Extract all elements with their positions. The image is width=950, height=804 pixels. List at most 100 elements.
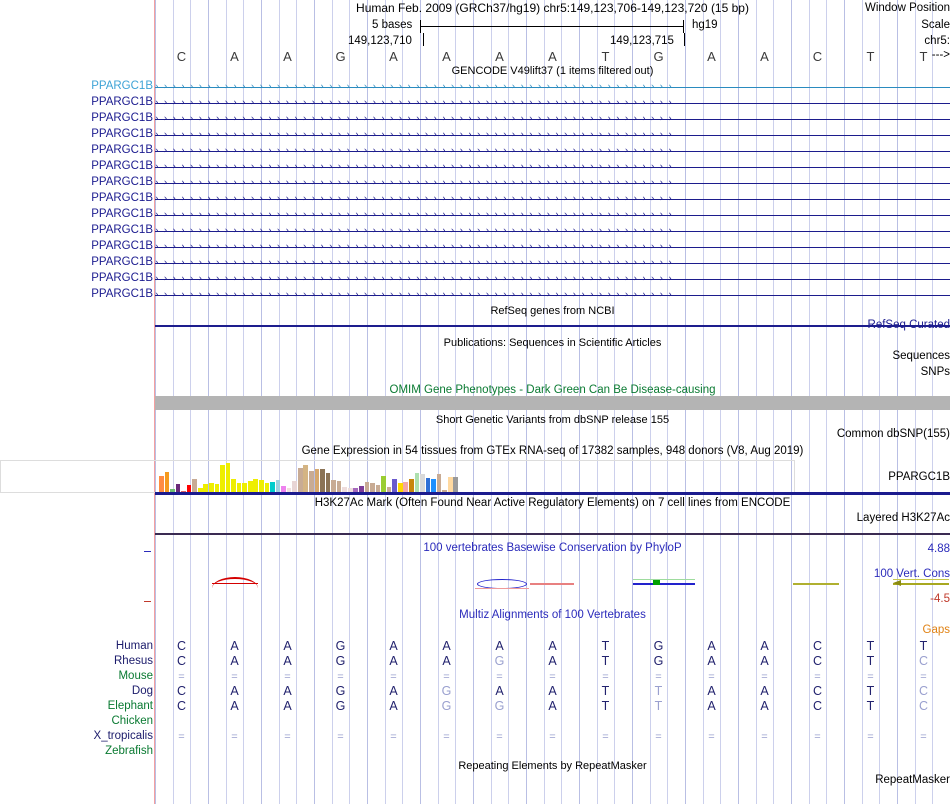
gtex-tissue-bar[interactable]: [175, 483, 181, 492]
species-label[interactable]: Elephant: [107, 700, 153, 712]
gtex-tissue-bar[interactable]: [236, 482, 242, 492]
gtex-tissue-bar[interactable]: [436, 474, 442, 492]
alignment-base: A: [230, 654, 239, 668]
species-label[interactable]: Mouse: [118, 670, 153, 682]
gencode-transcript-row[interactable]: ››››››››››››››››››››››››››››››››››››››››…: [155, 82, 950, 92]
gtex-tissue-bar[interactable]: [242, 482, 247, 492]
alignment-base: T: [601, 639, 610, 653]
gencode-transcript-row[interactable]: ››››››››››››››››››››››››››››››››››››››››…: [155, 146, 950, 156]
gencode-gene-label[interactable]: PPARGC1B: [91, 192, 153, 204]
gtex-tissue-bar[interactable]: [420, 474, 425, 492]
gtex-tissue-bar[interactable]: [297, 468, 303, 492]
gtex-tissue-bar[interactable]: [314, 469, 320, 492]
gtex-tissue-bar[interactable]: [370, 482, 375, 492]
alignment-base: A: [230, 639, 239, 653]
gencode-transcript-row[interactable]: ››››››››››››››››››››››››››››››››››››››››…: [155, 258, 950, 268]
alignment-base: G: [335, 684, 346, 698]
gtex-tissue-bar[interactable]: [409, 478, 414, 492]
gtex-tissue-bar[interactable]: [264, 482, 270, 492]
gencode-gene-label[interactable]: PPARGC1B: [91, 80, 153, 92]
species-label[interactable]: Rhesus: [114, 655, 153, 667]
gtex-tissue-bar[interactable]: [270, 481, 275, 492]
species-label[interactable]: Dog: [131, 685, 153, 697]
species-label[interactable]: Zebrafish: [105, 745, 153, 757]
alignment-base: C: [918, 699, 929, 713]
gtex-tissue-bar[interactable]: [359, 485, 364, 492]
gencode-gene-label[interactable]: PPARGC1B: [91, 288, 153, 300]
gtex-tissue-bar[interactable]: [375, 484, 381, 492]
gtex-tissue-bar[interactable]: [220, 465, 225, 492]
gtex-tissue-bar[interactable]: [275, 479, 281, 492]
gencode-gene-label[interactable]: PPARGC1B: [91, 272, 153, 284]
gtex-tissue-bar[interactable]: [364, 481, 370, 492]
gtex-tissue-bar[interactable]: [447, 476, 453, 492]
gtex-tissue-bar[interactable]: [192, 478, 197, 492]
gencode-transcript-row[interactable]: ››››››››››››››››››››››››››››››››››››››››…: [155, 178, 950, 188]
gtex-tissue-bar[interactable]: [425, 477, 431, 492]
gtex-tissue-bar[interactable]: [286, 487, 292, 492]
gtex-tissue-bar[interactable]: [292, 480, 297, 492]
gtex-tissue-bar[interactable]: [281, 485, 286, 492]
gencode-gene-label[interactable]: PPARGC1B: [91, 128, 153, 140]
gencode-transcript-row[interactable]: ››››››››››››››››››››››››››››››››››››››››…: [155, 130, 950, 140]
gtex-tissue-bar[interactable]: [342, 486, 347, 492]
gtex-tissue-bar[interactable]: [325, 473, 331, 492]
chromosome-label: chr5:: [924, 35, 950, 47]
gtex-tissue-bar[interactable]: [225, 463, 231, 492]
gencode-transcript-row[interactable]: ››››››››››››››››››››››››››››››››››››››››…: [155, 242, 950, 252]
gencode-gene-label[interactable]: PPARGC1B: [91, 144, 153, 156]
omim-gene-bar[interactable]: [155, 396, 950, 410]
gtex-tissue-bar[interactable]: [170, 488, 175, 492]
gtex-tissue-bar[interactable]: [247, 480, 253, 492]
gtex-tissue-bar[interactable]: [392, 478, 397, 492]
gtex-tissue-bar[interactable]: [303, 465, 309, 492]
gtex-tissue-bar[interactable]: [336, 480, 342, 492]
gtex-expression-barchart[interactable]: [155, 461, 950, 492]
gencode-gene-label[interactable]: PPARGC1B: [91, 224, 153, 236]
gtex-tissue-bar[interactable]: [164, 472, 170, 492]
gtex-tissue-bar[interactable]: [203, 483, 209, 492]
gencode-transcript-row[interactable]: ››››››››››››››››››››››››››››››››››››››››…: [155, 274, 950, 284]
gtex-tissue-bar[interactable]: [209, 482, 214, 492]
species-label[interactable]: Chicken: [111, 715, 153, 727]
gencode-gene-label[interactable]: PPARGC1B: [91, 112, 153, 124]
gtex-tissue-bar[interactable]: [331, 479, 336, 492]
gencode-gene-label[interactable]: PPARGC1B: [91, 176, 153, 188]
reference-base: C: [176, 49, 187, 64]
gencode-gene-label[interactable]: PPARGC1B: [91, 240, 153, 252]
gencode-gene-label[interactable]: PPARGC1B: [91, 96, 153, 108]
gencode-gene-label[interactable]: PPARGC1B: [91, 208, 153, 220]
gtex-tissue-bar[interactable]: [181, 491, 186, 492]
gtex-tissue-bar[interactable]: [403, 481, 409, 492]
gtex-tissue-bar[interactable]: [259, 479, 264, 492]
gencode-gene-label[interactable]: PPARGC1B: [91, 256, 153, 268]
gtex-tissue-bar[interactable]: [159, 475, 164, 492]
gtex-tissue-bar[interactable]: [381, 475, 386, 492]
species-label[interactable]: X_tropicalis: [93, 730, 153, 742]
gtex-tissue-bar[interactable]: [353, 487, 359, 492]
gtex-tissue-bar[interactable]: [186, 484, 192, 492]
gtex-tissue-bar[interactable]: [397, 482, 403, 492]
gtex-tissue-bar[interactable]: [214, 483, 220, 492]
gencode-transcript-row[interactable]: ››››››››››››››››››››››››››››››››››››››››…: [155, 162, 950, 172]
gencode-transcript-row[interactable]: ››››››››››››››››››››››››››››››››››››››››…: [155, 194, 950, 204]
gtex-tissue-bar[interactable]: [442, 489, 447, 492]
gtex-tissue-bar[interactable]: [347, 487, 353, 492]
gtex-tissue-bar[interactable]: [453, 476, 459, 492]
gencode-gene-label[interactable]: PPARGC1B: [91, 160, 153, 172]
gencode-transcript-row[interactable]: ››››››››››››››››››››››››››››››››››››››››…: [155, 114, 950, 124]
gencode-transcript-row[interactable]: ››››››››››››››››››››››››››››››››››››››››…: [155, 290, 950, 300]
gtex-tissue-bar[interactable]: [231, 478, 236, 492]
gtex-tissue-bar[interactable]: [386, 486, 392, 492]
gtex-tissue-bar[interactable]: [197, 487, 203, 492]
gtex-tissue-bar[interactable]: [309, 471, 314, 492]
gtex-tissue-bar[interactable]: [320, 469, 325, 492]
gencode-transcript-row[interactable]: ››››››››››››››››››››››››››››››››››››››››…: [155, 210, 950, 220]
gtex-tissue-bar[interactable]: [253, 478, 259, 492]
gtex-tissue-bar[interactable]: [431, 478, 436, 492]
gencode-transcript-row[interactable]: ››››››››››››››››››››››››››››››››››››››››…: [155, 226, 950, 236]
species-label[interactable]: Human: [115, 640, 153, 652]
gtex-tissue-bar[interactable]: [414, 473, 420, 492]
transcript-line: [155, 263, 950, 265]
gencode-transcript-row[interactable]: ››››››››››››››››››››››››››››››››››››››››…: [155, 98, 950, 108]
